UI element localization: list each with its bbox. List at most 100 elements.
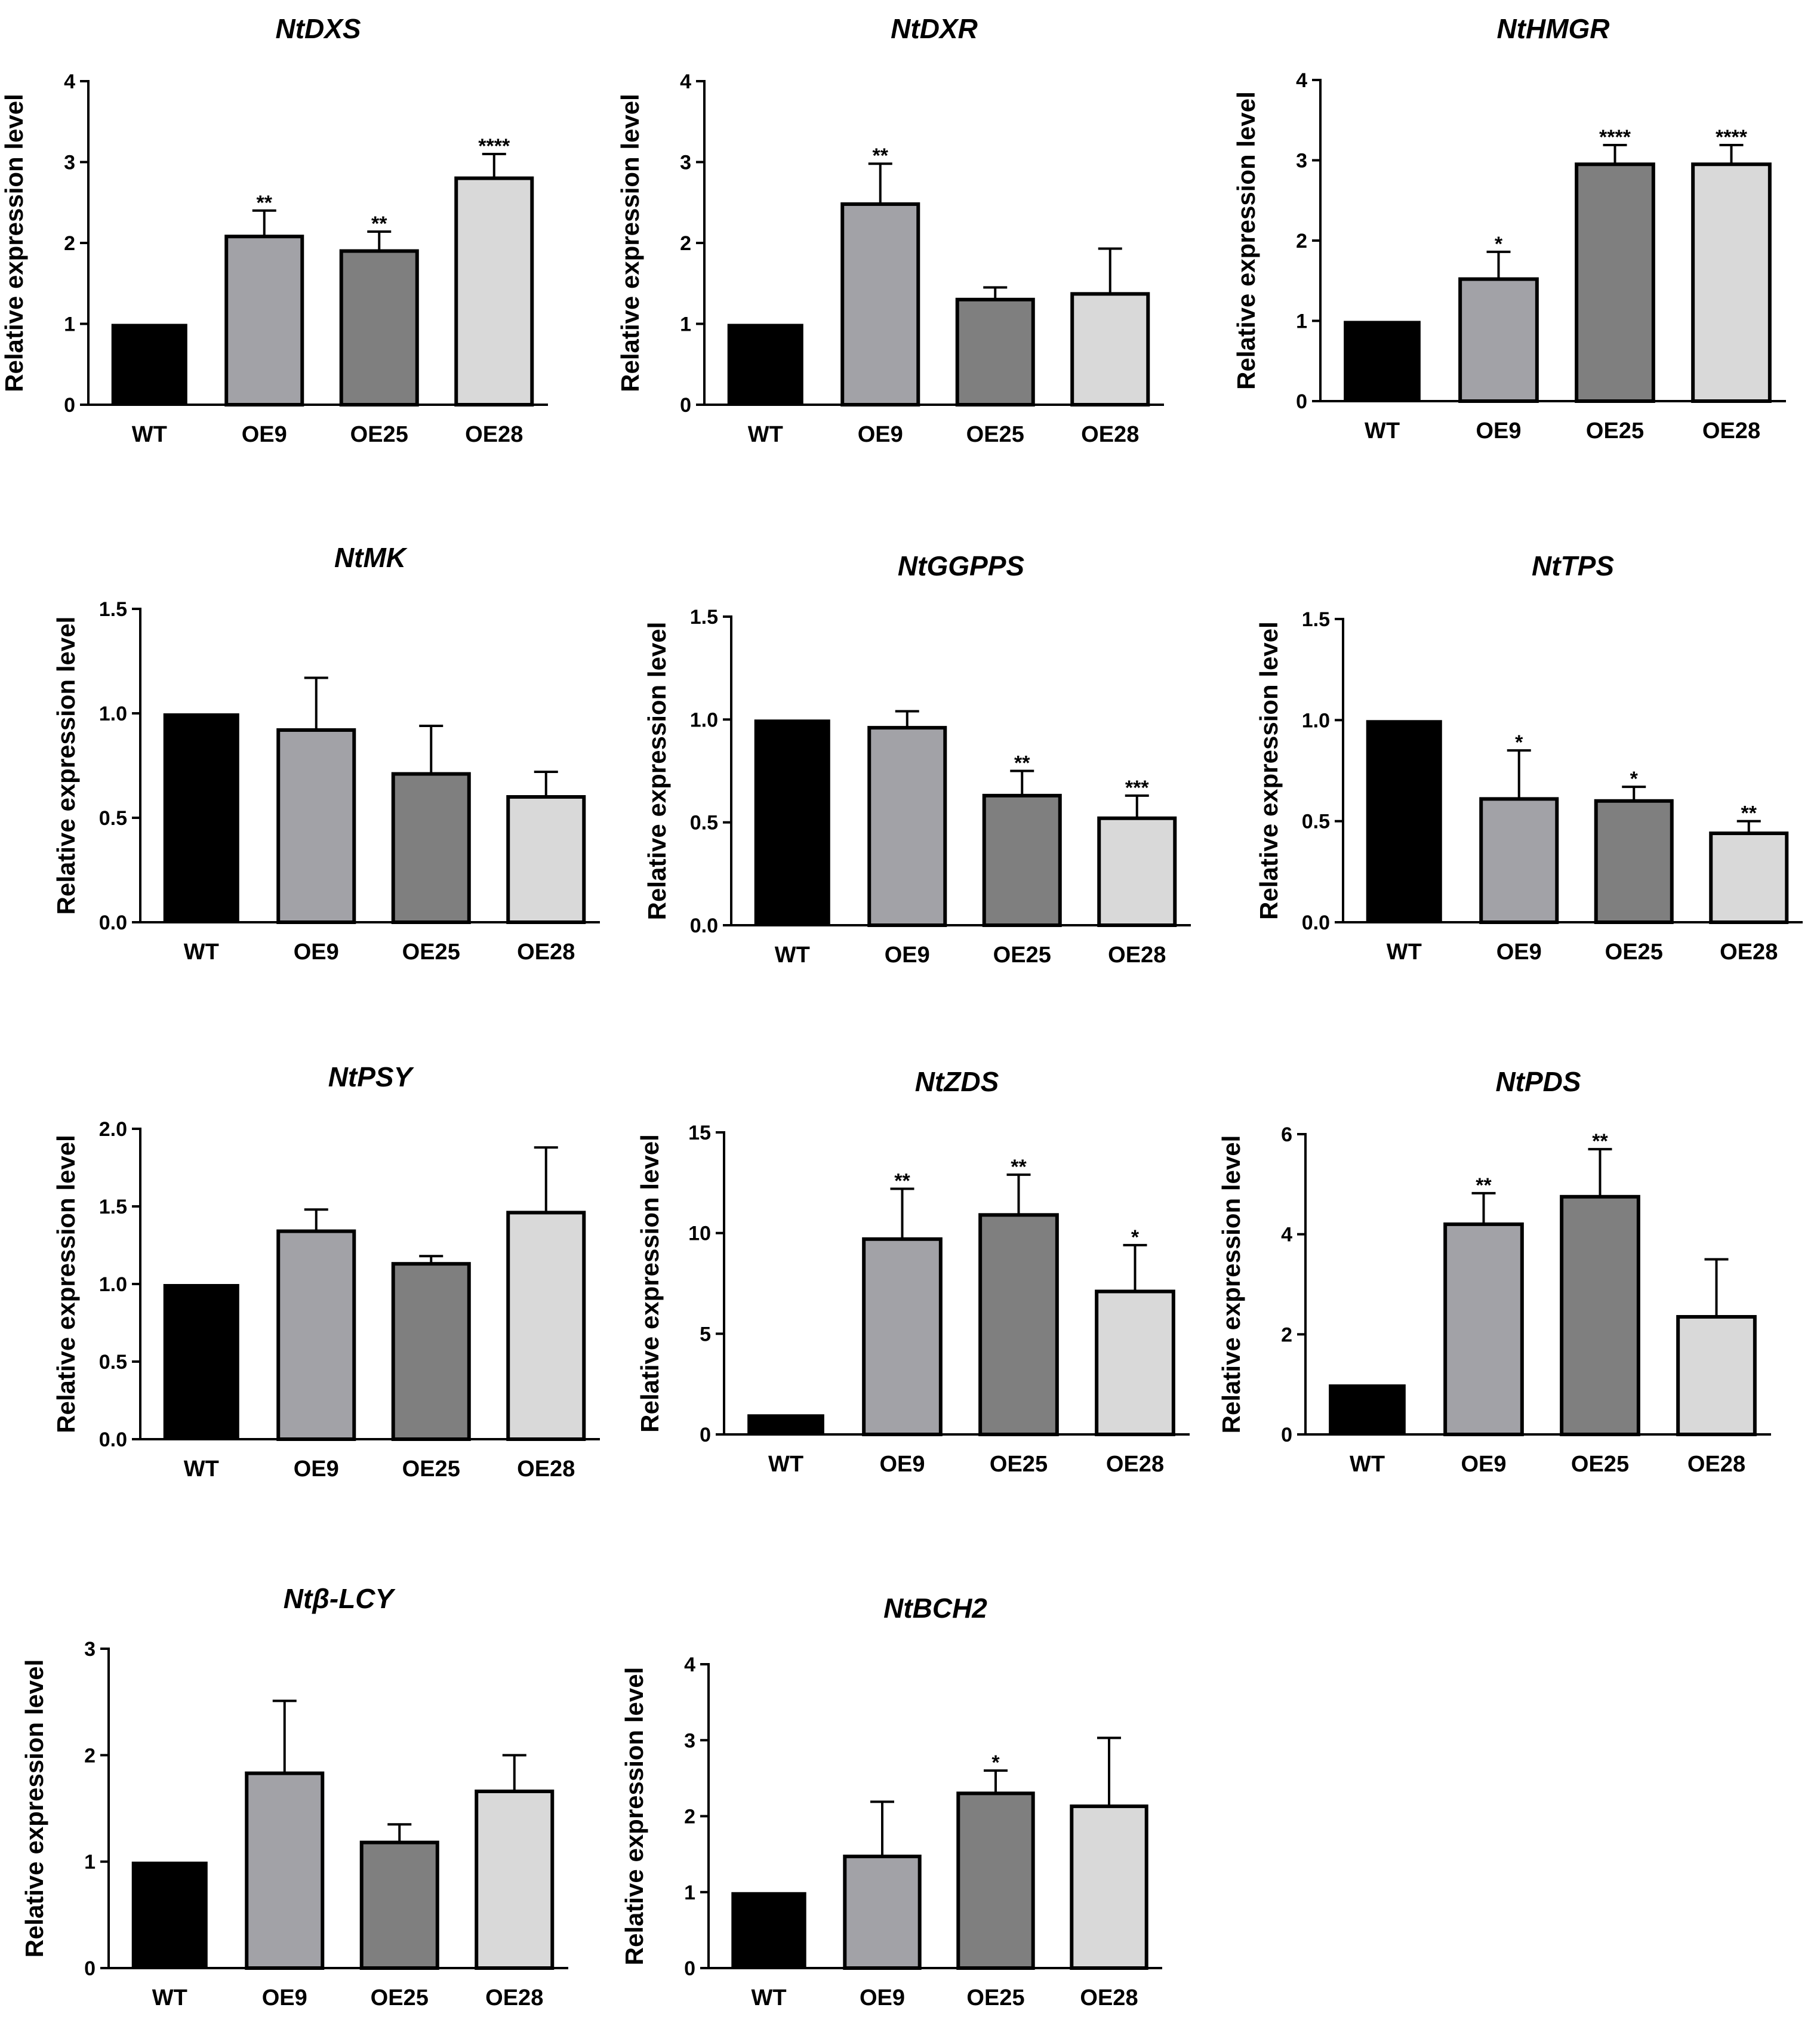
- panel-ntggpps-y-tick-label: 1.5: [690, 606, 718, 629]
- panel-ntzds-bar-wt: [747, 1414, 824, 1434]
- panel-ntzds-y-tick-label: 0: [700, 1424, 711, 1446]
- panel-ntdxs-title: NtDXS: [275, 13, 361, 44]
- panel-ntmk-category-label-wt: WT: [184, 940, 219, 965]
- panel-ntpsy-y-tick-label: 0.5: [99, 1351, 127, 1374]
- panel-ntbch2-category-label-oe28: OE28: [1080, 1985, 1138, 2010]
- panel-nt-lcy-y-axis-label: Relative expression level: [20, 1659, 48, 1958]
- panel-ntbch2-y-tick-label: 4: [684, 1653, 695, 1676]
- panel-ntzds-bar-oe28: [1095, 1289, 1175, 1437]
- panel-nt-lcy-title: Ntβ-LCY: [284, 1583, 396, 1614]
- panel-nthmgr-y-tick-label: 4: [1296, 69, 1307, 92]
- panel-ntpsy-category-label-wt: WT: [184, 1457, 219, 1482]
- panel-ntdxr-bar-wt: [727, 324, 803, 405]
- panel-nttps-bar-wt: [1366, 720, 1442, 922]
- panel-nttps: NtTPS Relative expression level 0.0 0.5 1.0 1…: [1255, 550, 1803, 965]
- panel-ntdxr: NtDXR Relative expression level 0 1 2 3 4 WT ** O…: [616, 13, 1164, 447]
- panel-ntzds-y-tick-label: 15: [688, 1122, 711, 1144]
- panel-nttps-y-tick-label: 1.5: [1302, 608, 1330, 631]
- panel-ntbch2-y-tick-label: 1: [684, 1882, 695, 1904]
- panel-ntzds-significance-oe28: *: [1131, 1226, 1140, 1249]
- panel-nthmgr-category-label-oe25: OE25: [1586, 418, 1644, 444]
- panel-ntzds-title: NtZDS: [915, 1066, 999, 1097]
- panel-ntmk-y-tick-label: 0.0: [99, 912, 127, 934]
- panel-nttps-y-tick-label: 1.0: [1302, 709, 1330, 732]
- panel-ntmk-category-label-oe9: OE9: [294, 940, 339, 965]
- panel-nttps-title: NtTPS: [1532, 550, 1614, 581]
- panel-ntggpps-category-label-oe25: OE25: [993, 943, 1051, 968]
- panel-ntggpps-category-label-oe9: OE9: [885, 943, 930, 968]
- panel-ntmk-y-tick-label: 1.5: [99, 598, 127, 621]
- panel-ntggpps-title: NtGGPPS: [898, 550, 1024, 581]
- panel-ntggpps: NtGGPPS Relative expression level 0.0 0.5 1.…: [643, 550, 1191, 968]
- panel-ntdxs-bar-wt: [111, 324, 187, 405]
- panel-nthmgr-bar-oe25: [1575, 162, 1655, 403]
- panel-ntdxr-category-label-oe25: OE25: [966, 422, 1024, 447]
- panel-ntdxr-y-tick-label: 1: [680, 313, 691, 336]
- panel-ntggpps-significance-oe25: **: [1014, 752, 1030, 775]
- panel-ntdxs-category-label-oe9: OE9: [242, 422, 287, 447]
- panel-ntmk-y-axis-label: Relative expression level: [52, 617, 80, 915]
- panel-ntpds-category-label-oe25: OE25: [1571, 1452, 1629, 1477]
- panel-ntdxs-category-label-oe28: OE28: [465, 422, 523, 447]
- panel-ntbch2-significance-oe25: *: [991, 1751, 1000, 1774]
- panel-nt-lcy-category-label-oe28: OE28: [485, 1985, 543, 2010]
- panel-ntdxr-y-tick-label: 4: [680, 70, 691, 93]
- panel-nttps-category-label-wt: WT: [1387, 940, 1422, 965]
- panel-nttps-y-tick-label: 0.5: [1302, 811, 1330, 833]
- panel-ntdxs-y-tick-label: 2: [64, 232, 75, 255]
- panel-nthmgr-bar-wt: [1344, 321, 1421, 401]
- panel-ntdxs-y-tick-label: 3: [64, 152, 75, 174]
- panel-ntzds-category-label-wt: WT: [768, 1452, 803, 1477]
- panel-ntggpps-bar-wt: [754, 719, 830, 925]
- panel-nt-lcy-bar-oe25: [359, 1840, 439, 1970]
- panel-ntdxs: NtDXS Relative expression level 0 1 2 3 4 WT ** O…: [0, 13, 548, 447]
- panel-ntbch2-bar-oe28: [1070, 1804, 1148, 1970]
- panel-nthmgr-category-label-oe28: OE28: [1702, 418, 1760, 444]
- panel-ntggpps-y-axis-label: Relative expression level: [643, 622, 671, 920]
- panel-ntggpps-y-tick-label: 0.0: [690, 914, 718, 937]
- panel-ntdxs-y-tick-label: 0: [64, 394, 75, 417]
- panel-ntzds-category-label-oe9: OE9: [879, 1452, 925, 1477]
- panel-ntpds-significance-oe25: **: [1592, 1130, 1608, 1153]
- panel-ntmk-y-tick-label: 0.5: [99, 807, 127, 830]
- panel-ntpds-y-tick-label: 0: [1281, 1424, 1292, 1446]
- panel-nthmgr-significance-oe25: ****: [1599, 126, 1631, 149]
- panel-ntbch2-bar-oe25: [956, 1791, 1035, 1970]
- panel-nthmgr-y-tick-label: 1: [1296, 310, 1307, 333]
- panel-ntpds-y-tick-label: 2: [1281, 1323, 1292, 1346]
- panel-ntpsy-title: NtPSY: [328, 1061, 415, 1092]
- panel-ntzds-y-axis-label: Relative expression level: [636, 1134, 664, 1433]
- panel-nthmgr-y-tick-label: 2: [1296, 230, 1307, 253]
- panel-nthmgr-category-label-oe9: OE9: [1476, 418, 1521, 444]
- panel-ntmk-bar-oe28: [506, 795, 586, 924]
- panel-nthmgr-y-tick-label: 3: [1296, 150, 1307, 173]
- panel-ntggpps-bar-oe25: [982, 793, 1062, 927]
- panel-nt-lcy-y-tick-label: 1: [84, 1851, 96, 1874]
- panel-ntpds-category-label-oe28: OE28: [1687, 1452, 1745, 1477]
- panel-ntdxs-bar-oe9: [224, 235, 304, 407]
- panel-nt-lcy-bar-oe28: [475, 1789, 555, 1970]
- panel-ntmk-bar-oe25: [391, 772, 471, 924]
- panel-ntbch2-category-label-wt: WT: [751, 1985, 786, 2010]
- panel-ntdxr-category-label-wt: WT: [748, 422, 783, 447]
- panel-ntdxs-y-axis-label: Relative expression level: [0, 94, 28, 392]
- panel-nthmgr-significance-oe28: ****: [1716, 126, 1748, 149]
- panel-nt-lcy: Ntβ-LCY Relative expression level 0 1 2 3 WT OE…: [20, 1583, 568, 2010]
- panel-ntbch2-category-label-oe25: OE25: [966, 1985, 1024, 2010]
- panel-nt-lcy-y-tick-label: 3: [84, 1638, 96, 1661]
- panel-ntpds-y-tick-label: 6: [1281, 1123, 1292, 1146]
- panel-ntdxr-bar-oe9: [840, 202, 920, 407]
- panel-nttps-bar-oe25: [1594, 799, 1674, 925]
- panel-ntggpps-bar-oe9: [867, 726, 947, 927]
- panel-nthmgr: NtHMGR Relative expression level 0 1 2 3 4 WT * O…: [1232, 13, 1786, 444]
- panel-ntpds-category-label-oe9: OE9: [1461, 1452, 1506, 1477]
- panel-nttps-significance-oe28: **: [1741, 802, 1757, 825]
- panel-ntdxr-y-tick-label: 2: [680, 232, 691, 255]
- panel-ntmk-y-tick-label: 1.0: [99, 703, 127, 725]
- panel-ntzds-y-tick-label: 10: [688, 1223, 711, 1245]
- panel-nt-lcy-bar-wt: [131, 1861, 208, 1968]
- panel-ntmk-title: NtMK: [334, 542, 408, 573]
- panel-ntdxr-title: NtDXR: [891, 13, 978, 44]
- panel-nt-lcy-bar-oe9: [245, 1771, 325, 1970]
